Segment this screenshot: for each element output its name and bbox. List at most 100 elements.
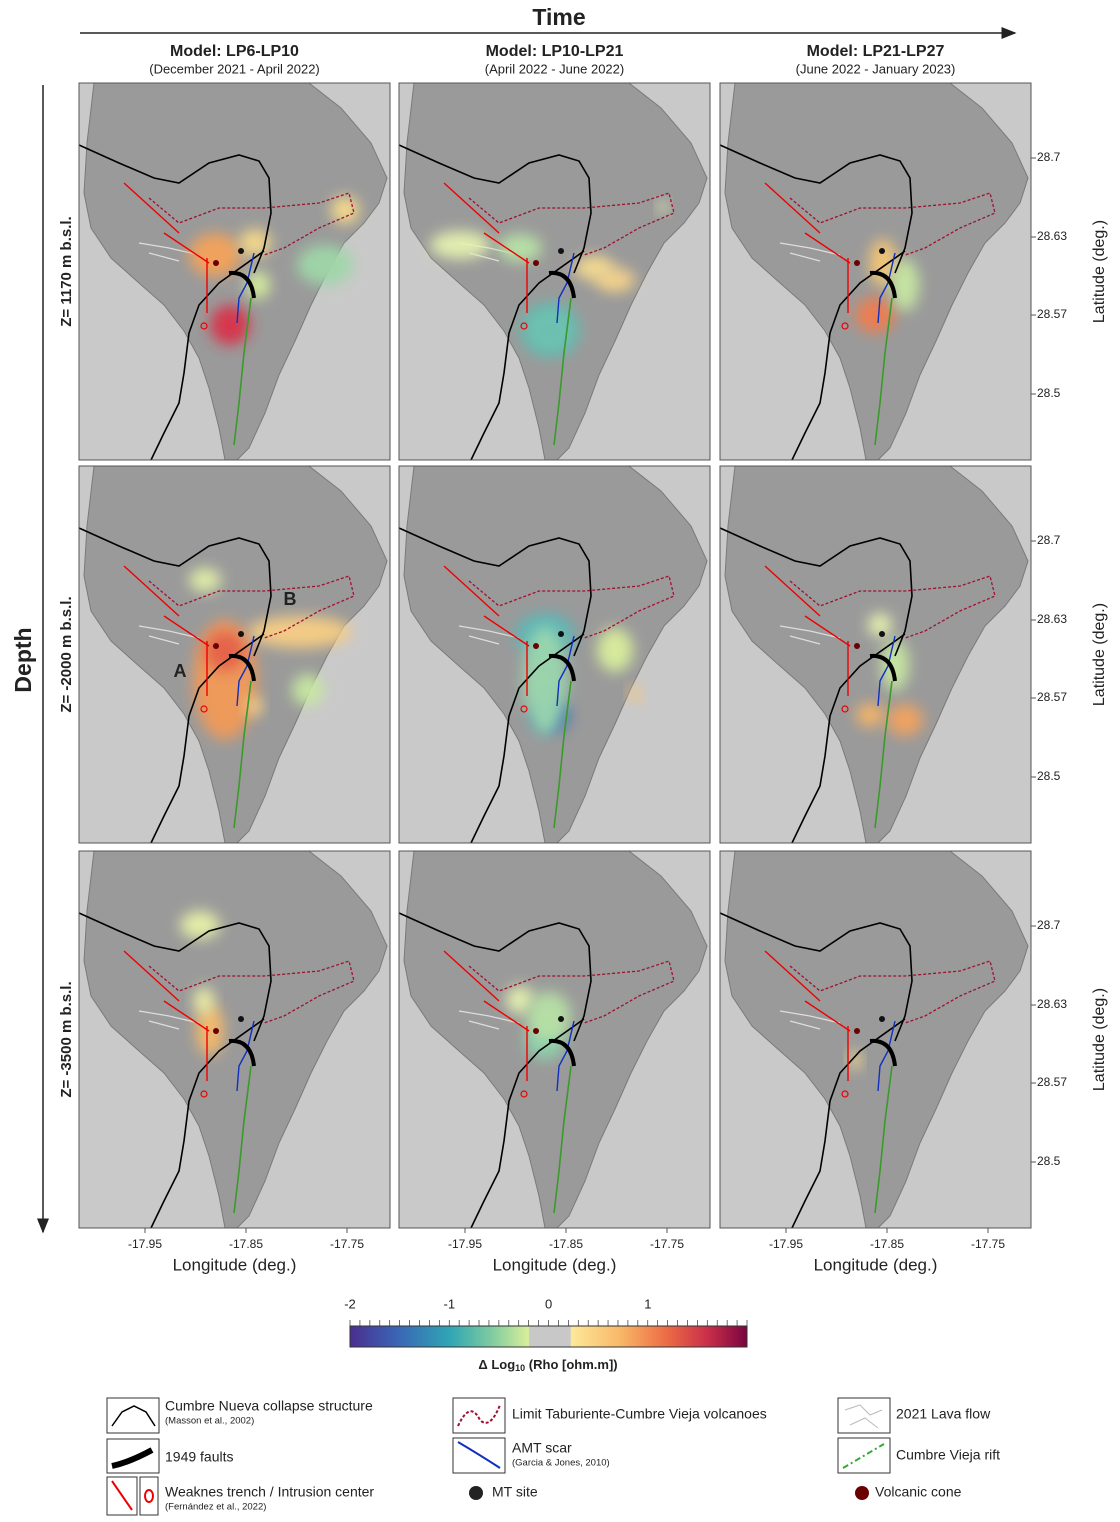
legend-label: Weaknes trench / Intrusion center bbox=[165, 1484, 374, 1500]
anomaly bbox=[194, 987, 214, 1015]
map-panel bbox=[79, 466, 390, 843]
y-tick-label: 28.5 bbox=[1037, 1154, 1061, 1168]
anomaly bbox=[196, 1004, 224, 1056]
legend-label: Cumbre Nueva collapse structure bbox=[165, 1398, 373, 1414]
collapse-line bbox=[720, 912, 913, 1042]
limit-line bbox=[789, 960, 996, 1024]
rift-line bbox=[553, 680, 572, 829]
amt-line bbox=[556, 635, 575, 707]
mt-site bbox=[238, 1016, 244, 1022]
y-tick-label: 28.57 bbox=[1037, 1075, 1067, 1089]
volcanic-cone bbox=[854, 1028, 860, 1034]
rift-line bbox=[553, 1065, 572, 1214]
mt-site bbox=[558, 248, 564, 254]
anomaly bbox=[520, 302, 580, 358]
anomaly bbox=[189, 233, 241, 277]
lava-flow bbox=[138, 1010, 200, 1030]
volcanic-cone bbox=[213, 1028, 219, 1034]
collapse-line bbox=[470, 633, 585, 843]
trench-line bbox=[443, 565, 530, 696]
collapse-line bbox=[150, 633, 265, 843]
faults-line bbox=[548, 1038, 576, 1067]
rift-line bbox=[233, 297, 252, 446]
amt-line bbox=[236, 252, 255, 324]
y-tick-label: 28.57 bbox=[1037, 690, 1067, 704]
panel-frame bbox=[719, 465, 1032, 844]
y-axis-label: Latitude (deg.) bbox=[1091, 603, 1108, 706]
collapse-line bbox=[791, 1018, 906, 1228]
collapse-line bbox=[79, 912, 272, 1042]
anomaly bbox=[574, 256, 614, 280]
mt-site bbox=[879, 1016, 885, 1022]
y-tick-label: 28.7 bbox=[1037, 918, 1061, 932]
volcanic-cone bbox=[213, 260, 219, 266]
map-panel bbox=[399, 851, 710, 1228]
limit-line bbox=[148, 192, 355, 256]
faults-line bbox=[228, 1038, 256, 1067]
faults-line bbox=[228, 653, 256, 682]
anomaly bbox=[887, 704, 923, 736]
amt-line bbox=[236, 1020, 255, 1092]
colorbar-label-end: (Rho [ohm.m]) bbox=[525, 1357, 617, 1372]
x-axis-label: Longitude (deg.) bbox=[493, 1255, 617, 1274]
intrusion-center bbox=[520, 1090, 528, 1098]
mt-site bbox=[879, 631, 885, 637]
intrusion-center bbox=[200, 322, 208, 330]
mt-site bbox=[238, 631, 244, 637]
mt-site bbox=[238, 248, 244, 254]
map-panel bbox=[399, 83, 710, 460]
rift-line bbox=[874, 297, 893, 446]
anomaly bbox=[189, 568, 221, 592]
row-label: Z= -2000 m b.s.l. bbox=[58, 596, 75, 712]
anomaly bbox=[597, 628, 633, 672]
column-subtitle: (December 2021 - April 2022) bbox=[149, 61, 320, 76]
legend-source: (Fernández et al., 2022) bbox=[165, 1502, 266, 1513]
lava-flow bbox=[458, 1010, 520, 1030]
anomaly bbox=[506, 986, 534, 1014]
trench-line bbox=[764, 182, 851, 313]
trench-line bbox=[123, 565, 210, 696]
colorbar-label-sub: 10 bbox=[515, 1363, 525, 1373]
column-subtitle: (April 2022 - June 2022) bbox=[485, 61, 624, 76]
amt-line bbox=[556, 252, 575, 324]
anomaly bbox=[881, 639, 909, 691]
amt-line bbox=[556, 1020, 575, 1092]
header-title: Time bbox=[532, 4, 585, 30]
rift-line bbox=[233, 680, 252, 829]
trench-line bbox=[443, 950, 530, 1081]
colorbar: Δ Log10 (Rho [ohm.m]) -2 -1 0 1 bbox=[344, 1296, 748, 1373]
y-tick-label: 28.63 bbox=[1037, 612, 1067, 626]
mt-site bbox=[558, 1016, 564, 1022]
legend-source: (Garcia & Jones, 2010) bbox=[512, 1458, 610, 1469]
intrusion-center bbox=[200, 705, 208, 713]
anomaly bbox=[430, 231, 490, 259]
x-tick-label: -17.75 bbox=[971, 1237, 1005, 1251]
legend-source: (Masson et al., 2002) bbox=[165, 1416, 254, 1427]
faults-line bbox=[228, 270, 256, 299]
map-panel bbox=[79, 83, 390, 460]
amt-line bbox=[236, 635, 255, 707]
anomaly bbox=[205, 631, 245, 671]
map-panel bbox=[399, 466, 710, 843]
limit-line bbox=[789, 575, 996, 639]
mt-site bbox=[879, 248, 885, 254]
legend-label: Volcanic cone bbox=[875, 1484, 962, 1500]
y-tick-label: 28.5 bbox=[1037, 769, 1061, 783]
rift-line bbox=[233, 1065, 252, 1214]
annotation: B bbox=[284, 589, 297, 609]
lava-flow bbox=[138, 242, 200, 262]
intrusion-center bbox=[520, 322, 528, 330]
panel-frame bbox=[398, 82, 711, 461]
mt-site bbox=[558, 631, 564, 637]
anomaly bbox=[248, 616, 352, 648]
collapse-line bbox=[791, 633, 906, 843]
faults-line bbox=[869, 270, 897, 299]
anomaly bbox=[868, 613, 892, 637]
volcanic-cone bbox=[854, 643, 860, 649]
trench-line bbox=[123, 950, 210, 1081]
x-tick-label: -17.95 bbox=[448, 1237, 482, 1251]
anomaly bbox=[331, 196, 359, 224]
amt-line bbox=[877, 1020, 896, 1092]
colorbar-tick-label: -1 bbox=[444, 1296, 456, 1311]
anomaly bbox=[629, 686, 641, 702]
